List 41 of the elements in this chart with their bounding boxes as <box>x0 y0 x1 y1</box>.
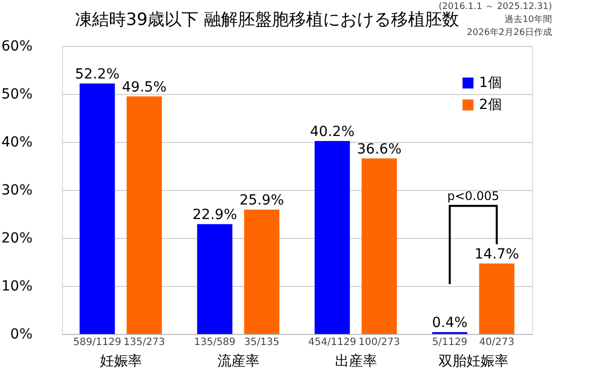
legend-label: 2個 <box>479 97 502 113</box>
text: 135/273 <box>123 337 166 348</box>
bar <box>362 158 397 334</box>
x-tick-label: 流産率 <box>217 354 260 370</box>
text: (2016.1.1 ～ 2025.12.31) <box>438 2 552 12</box>
x-tick-label: 出産率 <box>334 354 377 370</box>
legend-label: 1個 <box>479 75 502 91</box>
data-label: 49.5% <box>122 79 166 96</box>
text: 100/273 <box>358 337 400 348</box>
bar <box>197 224 232 334</box>
data-label: 40.2% <box>310 124 354 140</box>
y-tick-label: 20% <box>1 230 32 246</box>
text: 40/273 <box>479 337 514 348</box>
bar <box>244 210 280 334</box>
data-label: 36.6% <box>357 141 402 158</box>
y-tick-label: 30% <box>1 182 32 198</box>
text: 589/1129 <box>73 337 122 348</box>
data-label: 52.2% <box>75 66 120 82</box>
y-tick-label: 60% <box>1 38 32 54</box>
chart-title: 凍結時39歳以下 融解胚盤胞移植における移植胚数 <box>74 10 460 30</box>
bar <box>314 141 350 334</box>
text: 35/135 <box>244 337 280 348</box>
data-label: 0.4% <box>432 315 468 332</box>
bar <box>479 263 514 334</box>
text: 454/1129 <box>308 337 356 348</box>
x-tick-label: 双胎妊娠率 <box>438 354 508 370</box>
text: 2026年2月26日作成 <box>466 27 552 38</box>
annotation: p<0.005 <box>447 188 500 203</box>
x-tick-label: 妊娠率 <box>100 354 142 370</box>
text: 5/1129 <box>432 337 468 348</box>
text: 過去10年間 <box>504 14 552 25</box>
data-label: 25.9% <box>240 192 284 209</box>
data-label: 22.9% <box>192 207 237 224</box>
y-tick-label: 10% <box>1 278 32 294</box>
y-tick-label: 40% <box>1 134 32 150</box>
text: 135/589 <box>194 337 236 348</box>
bar <box>126 96 162 334</box>
data-label: 14.7% <box>474 246 519 262</box>
y-tick-label: 50% <box>1 86 32 102</box>
y-tick-label: 0% <box>10 326 32 342</box>
bar <box>80 83 115 334</box>
